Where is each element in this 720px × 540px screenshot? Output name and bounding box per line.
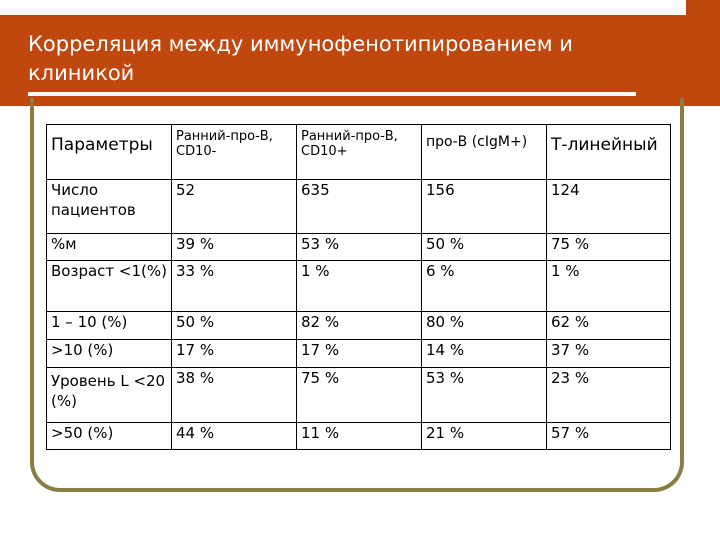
table-cell: 62 %: [546, 311, 671, 340]
header-cell: Т-линейный: [546, 124, 671, 180]
corner-accent: [686, 0, 720, 16]
table-cell: 21 %: [421, 422, 547, 450]
table-cell: 37 %: [546, 339, 671, 368]
correlation-table: Параметры Ранний-про-В, CD10- Ранний-про…: [46, 124, 671, 450]
table-cell: >10 (%): [46, 339, 172, 368]
table-cell: 39 %: [171, 233, 297, 261]
table-header-row: Параметры Ранний-про-В, CD10- Ранний-про…: [46, 124, 671, 180]
table-cell: 50 %: [421, 233, 547, 261]
table-cell: 82 %: [296, 311, 422, 340]
table-cell: 53 %: [421, 367, 547, 423]
title-bar: [0, 15, 720, 106]
table-cell: 52: [171, 179, 297, 234]
table-cell: 1 – 10 (%): [46, 311, 172, 340]
table-cell: 23 %: [546, 367, 671, 423]
table-cell: 80 %: [421, 311, 547, 340]
table-cell: 53 %: [296, 233, 422, 261]
table-cell: 635: [296, 179, 422, 234]
table-cell: Число пациентов: [46, 179, 172, 234]
table-row: Число пациентов 52 635 156 124: [46, 179, 671, 234]
table-cell: >50 (%): [46, 422, 172, 450]
table-cell: 38 %: [171, 367, 297, 423]
table-row: Возраст <1(%) 33 % 1 % 6 % 1 %: [46, 260, 671, 312]
header-cell: Ранний-про-В, CD10-: [171, 124, 297, 180]
table-cell: 75 %: [296, 367, 422, 423]
table-cell: Возраст <1(%): [46, 260, 172, 312]
header-cell: Параметры: [46, 124, 172, 180]
table-cell: 6 %: [421, 260, 547, 312]
table-cell: 75 %: [546, 233, 671, 261]
table-cell: 124: [546, 179, 671, 234]
table-row: Уровень L <20 (%) 38 % 75 % 53 % 23 %: [46, 367, 671, 423]
header-cell: Ранний-про-В, CD10+: [296, 124, 422, 180]
table-cell: 33 %: [171, 260, 297, 312]
table-cell: %м: [46, 233, 172, 261]
table-row: >10 (%) 17 % 17 % 14 % 37 %: [46, 339, 671, 368]
table-row: %м 39 % 53 % 50 % 75 %: [46, 233, 671, 261]
table-cell: 1 %: [546, 260, 671, 312]
table-cell: 17 %: [171, 339, 297, 368]
table-cell: 50 %: [171, 311, 297, 340]
slide-title-line2: клиникой: [28, 61, 135, 85]
slide-title-line1: Корреляция между иммунофенотипированием …: [28, 32, 573, 56]
table-cell: Уровень L <20 (%): [46, 367, 172, 423]
table-cell: 11 %: [296, 422, 422, 450]
table-cell: 17 %: [296, 339, 422, 368]
table-cell: 14 %: [421, 339, 547, 368]
header-cell: про-В (cIgM+): [421, 124, 547, 180]
table-cell: 44 %: [171, 422, 297, 450]
table-cell: 156: [421, 179, 547, 234]
table-cell: 57 %: [546, 422, 671, 450]
table-row: >50 (%) 44 % 11 % 21 % 57 %: [46, 422, 671, 450]
slide-title: Корреляция между иммунофенотипированием …: [28, 30, 668, 88]
table-cell: 1 %: [296, 260, 422, 312]
content-frame: [30, 98, 684, 492]
title-underline: [28, 92, 636, 96]
table-row: 1 – 10 (%) 50 % 82 % 80 % 62 %: [46, 311, 671, 340]
